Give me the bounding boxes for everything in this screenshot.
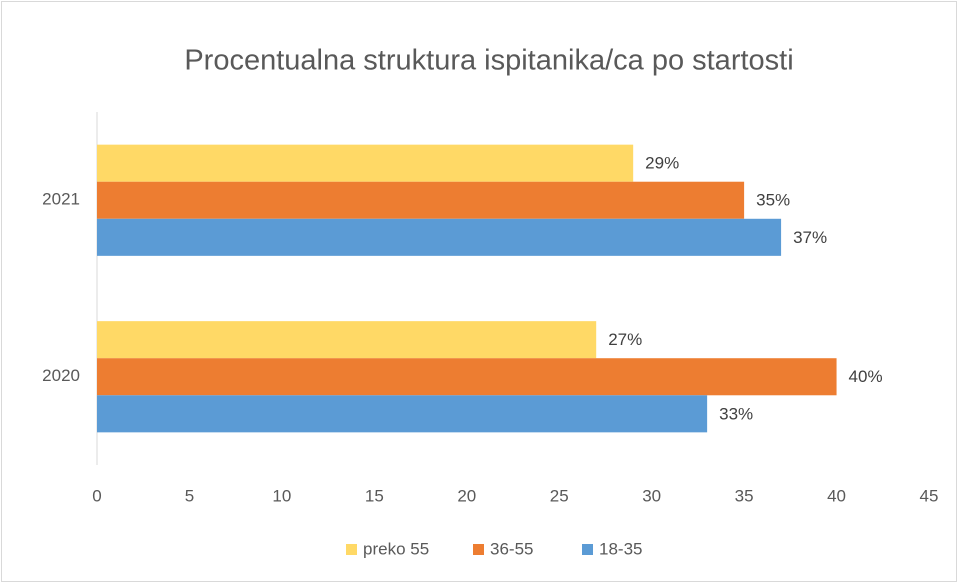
bar: [97, 218, 782, 256]
x-tick-label: 10: [272, 486, 291, 505]
x-tick-label: 5: [185, 486, 194, 505]
bar: [97, 144, 634, 182]
bar: [97, 181, 745, 219]
data-label: 35%: [756, 191, 790, 210]
bar: [97, 321, 597, 359]
legend-label: 18-35: [599, 539, 642, 558]
x-tick-label: 25: [550, 486, 569, 505]
legend-swatch: [473, 544, 484, 555]
chart-title: Procentualna struktura ispitanika/ca po …: [184, 45, 793, 77]
bar: [97, 358, 837, 396]
data-label: 33%: [719, 404, 753, 423]
x-tick-label: 35: [735, 486, 754, 505]
data-label: 37%: [793, 228, 827, 247]
legend-label: 36-55: [490, 539, 533, 558]
legend-swatch: [582, 544, 593, 555]
x-tick-label: 0: [92, 486, 101, 505]
y-tick-label: 2020: [42, 366, 80, 385]
y-tick-label: 2021: [42, 190, 80, 209]
legend-swatch: [346, 544, 357, 555]
legend-label: preko 55: [363, 539, 429, 558]
bar: [97, 395, 708, 433]
data-label: 40%: [849, 367, 883, 386]
x-tick-label: 45: [920, 486, 939, 505]
x-tick-label: 20: [457, 486, 476, 505]
data-label: 29%: [645, 154, 679, 173]
x-tick-label: 30: [642, 486, 661, 505]
data-label: 27%: [608, 330, 642, 349]
x-tick-label: 15: [365, 486, 384, 505]
x-tick-label: 40: [827, 486, 846, 505]
